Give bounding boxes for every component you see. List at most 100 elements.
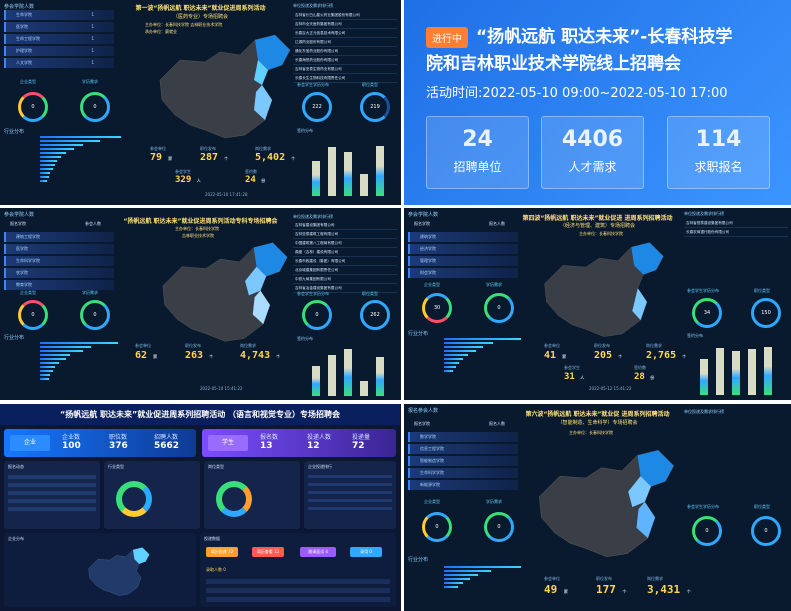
ranking-item: 长春长生生物科技有限责任公司 bbox=[293, 74, 397, 83]
degree-demand-ring: 0 bbox=[484, 293, 514, 323]
flow-step: 邀请面试 4 bbox=[300, 547, 336, 557]
student-degree-ring: 34 bbox=[692, 298, 722, 328]
stat-label: 参会单位 bbox=[150, 146, 166, 151]
college-list: 生命学院 1 医学院 1 生命工程学院 1 护理学院 1 人文学院 1 bbox=[4, 10, 114, 70]
list-item: 智能制造学院 bbox=[408, 456, 518, 466]
stat-label: 签约数 bbox=[245, 169, 257, 174]
ring-label: 学历需求 bbox=[82, 79, 98, 84]
signing-bar bbox=[328, 146, 336, 196]
signing-bars bbox=[308, 140, 388, 196]
stat-label: 职位发布 bbox=[596, 576, 612, 581]
signing-bar bbox=[716, 348, 724, 395]
industry-bars bbox=[444, 566, 529, 590]
industry-title: 行业分布 bbox=[4, 129, 25, 135]
live-event-banner[interactable]: 进行中 “扬帆远航 职达未来”-长春科技学 院和吉林职业技术学院线上招聘会 活动… bbox=[404, 0, 791, 205]
stat-value: 4,743 个 bbox=[240, 350, 281, 361]
stat-label: 岗位需求 bbox=[240, 343, 256, 348]
degree-demand-ring: 0 bbox=[484, 512, 514, 542]
host-text: 主办单位：长春科技学院 bbox=[579, 231, 623, 236]
degree-demand-ring: 0 bbox=[80, 92, 110, 122]
signing-bar bbox=[732, 350, 740, 395]
event-title-line2: 院和吉林职业技术学院线上招聘会 bbox=[426, 54, 681, 74]
ranking-title: 单位投递及需求排行榜 bbox=[293, 214, 333, 219]
job-type-chart: 岗位类型 bbox=[204, 461, 300, 529]
host-text: 主办单位：长春科技学院 bbox=[175, 226, 219, 231]
signing-bars bbox=[308, 346, 388, 396]
list-item: 信息工程学院 bbox=[408, 444, 518, 454]
left-list-title: 报名参会人数 bbox=[408, 408, 439, 414]
signing-bar bbox=[360, 173, 368, 196]
signing-bar bbox=[328, 355, 336, 396]
stat-label: 参会学生 bbox=[175, 169, 191, 174]
dashboard-panel-6: 报名参会人数 报名学院 报名人数 数学学院 信息工程学院 智能制造学院 生命科学… bbox=[404, 404, 791, 611]
ring-label: 职位类型 bbox=[362, 291, 378, 296]
stat-value: 31 人 bbox=[564, 372, 585, 382]
industry-bars bbox=[40, 136, 125, 184]
list-item: 生命科学学院 bbox=[4, 256, 114, 266]
company-type-ring: 30 bbox=[422, 293, 452, 323]
industry-bars bbox=[40, 342, 125, 382]
stat-value: 263 个 bbox=[185, 350, 214, 361]
ring-label: 职位类型 bbox=[754, 504, 770, 509]
company-type-ring: 0 bbox=[18, 92, 48, 122]
job-type-ring: 262 bbox=[360, 300, 390, 330]
industry-title: 行业分布 bbox=[408, 331, 429, 337]
panel-subtitle: （智能制造、生命科学）专场招聘会 bbox=[557, 420, 638, 426]
stat-label: 职位发布 bbox=[200, 146, 216, 151]
signing-bar bbox=[312, 161, 320, 196]
college-list: 建筑工程学院 医学院 生命科学学院 农学院 教育学院 bbox=[4, 232, 114, 292]
signing-bar bbox=[700, 358, 708, 395]
ring-label: 学历需求 bbox=[486, 499, 502, 504]
stat-value: 205 个 bbox=[594, 350, 623, 361]
ranking-title: 单位投递及需求排行榜 bbox=[293, 3, 333, 8]
ranking-item: 鼎盛（吉林）建设有限公司 bbox=[293, 248, 397, 257]
ring-label: 企业类型 bbox=[20, 79, 36, 84]
list-item: 管理学院 bbox=[408, 256, 518, 266]
student-tag: 学生 bbox=[208, 435, 248, 451]
list-item: 财会学院 bbox=[408, 268, 518, 278]
list-item: 经济学院 bbox=[408, 244, 518, 254]
china-map bbox=[88, 547, 150, 596]
job-type-ring: 150 bbox=[751, 298, 781, 328]
dashboard-panel-4: 参会学院人数 报名学院 报名人数 建筑学院 经济学院 管理学院 财会学院 企业类… bbox=[404, 208, 791, 400]
signing-bar bbox=[344, 348, 352, 396]
ring-label: 企业类型 bbox=[424, 282, 440, 287]
panel-title: “扬帆远航 职达未来”就业促进周系列活动专科专场招聘会 bbox=[123, 218, 278, 225]
signing-bar bbox=[360, 381, 368, 396]
ranking-item: 通化东宝药业股份有限公司 bbox=[293, 47, 397, 56]
bar-title: 签约分布 bbox=[297, 128, 313, 133]
left-list-title: 参会学院人数 bbox=[4, 212, 35, 218]
signup-feed: 报名动态 bbox=[4, 461, 100, 529]
ranking-list: 吉林省长白山星火药业集团股份有限公司 吉林市全天医药集团有限公司 长春吉大正元信息技… bbox=[293, 11, 397, 83]
ranking-item: 北京城建集团有限责任公司 bbox=[293, 266, 397, 275]
signing-bars bbox=[696, 343, 776, 395]
ring-label: 参会学生学历分布 bbox=[297, 291, 329, 296]
stat-label: 参会学生 bbox=[564, 365, 580, 370]
col-header: 报名学院 bbox=[10, 221, 26, 226]
enterprise-tag: 企业 bbox=[10, 435, 50, 451]
student-degree-ring: 222 bbox=[302, 92, 332, 122]
ranking-item: 吉林亚泰建筑工程有限公司 bbox=[293, 230, 397, 239]
ranking-item: 吉林市全天医药集团有限公司 bbox=[293, 20, 397, 29]
ring-label: 参会学生学历分布 bbox=[687, 504, 719, 509]
stat-value: 2,765 个 bbox=[646, 350, 687, 361]
ranking-item: 长春吉大正元信息技术有限公司 bbox=[293, 29, 397, 38]
enterprise-stats: 企业 企业数 100 职位数 376 招聘人数 5662 bbox=[4, 429, 196, 457]
list-item: 护理学院 1 bbox=[4, 46, 114, 56]
ring-label: 企业类型 bbox=[20, 290, 36, 295]
panel-title: 第一波“扬帆远航 职达未来”就业促进周系列活动 bbox=[135, 5, 266, 12]
ring-label: 参会学生学历分布 bbox=[687, 288, 719, 293]
col-header: 报名人数 bbox=[489, 421, 505, 426]
org-text: 吉林职业技术学院 bbox=[182, 233, 214, 238]
signing-bar bbox=[764, 347, 772, 395]
china-map bbox=[539, 449, 674, 557]
stat-label: 岗位需求 bbox=[646, 343, 662, 348]
ring-label: 学历需求 bbox=[82, 290, 98, 295]
ring-label: 职位类型 bbox=[754, 288, 770, 293]
ranking-title: 单位投递及需求排行榜 bbox=[684, 409, 724, 414]
list-item: 生命科学学院 bbox=[408, 468, 518, 478]
col-header: 参会人数 bbox=[85, 221, 101, 226]
event-time: 活动时间:2022-05-10 09:00~2022-05-10 17:00 bbox=[426, 86, 728, 101]
panel-title: 第六波“扬帆远航 职达未来”就业促 进周系列招聘活动 bbox=[525, 411, 670, 418]
delivery-flow: 投递数据 简历投递 72 简历查看 12 邀请面试 4 录用 0 录取人数 0 bbox=[200, 533, 396, 607]
